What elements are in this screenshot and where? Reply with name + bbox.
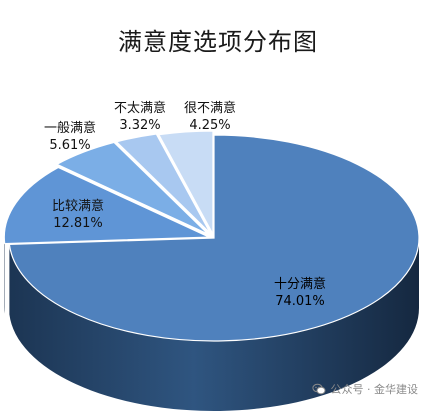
wechat-icon	[311, 383, 325, 395]
pie-depth-layer	[4, 237, 419, 411]
pie-label-value-very-satisfied: 74.01%	[275, 294, 325, 309]
watermark: 公众号 · 金华建设	[311, 381, 419, 397]
pie-slice-very-satisfied	[8, 134, 420, 342]
pie-label-category-not-very-satisfied: 不太满意	[114, 100, 166, 116]
pie-slice-very-dissatisfied	[157, 130, 214, 235]
pie-labels: 十分满意 74.01% 比较满意 12.81% 一般满意 5.61% 不太满意 3.32% 很不…	[44, 100, 326, 309]
pie-label-category-average-satisfied: 一般满意	[44, 120, 96, 136]
pie-label-value-average-satisfied: 5.61%	[49, 138, 90, 153]
pie-label-category-very-satisfied: 十分满意	[274, 276, 326, 292]
pie-slices	[3, 130, 420, 342]
pie-label-value-very-dissatisfied: 4.25%	[189, 118, 230, 133]
pie-label-value-fairly-satisfied: 12.81%	[53, 216, 103, 231]
pie-label-category-fairly-satisfied: 比较满意	[52, 198, 104, 214]
chart-title: 满意度选项分布图	[118, 28, 318, 56]
pie-slice-not-very-satisfied	[115, 133, 211, 234]
pie-label-value-not-very-satisfied: 3.32%	[119, 118, 160, 133]
pie-slice-fairly-satisfied	[3, 166, 210, 245]
watermark-text: 公众号 · 金华建设	[330, 383, 419, 396]
pie-label-category-very-dissatisfied: 很不满意	[184, 100, 236, 116]
pie-slice-average-satisfied	[55, 141, 209, 235]
pie-side-very-satisfied	[9, 238, 419, 411]
